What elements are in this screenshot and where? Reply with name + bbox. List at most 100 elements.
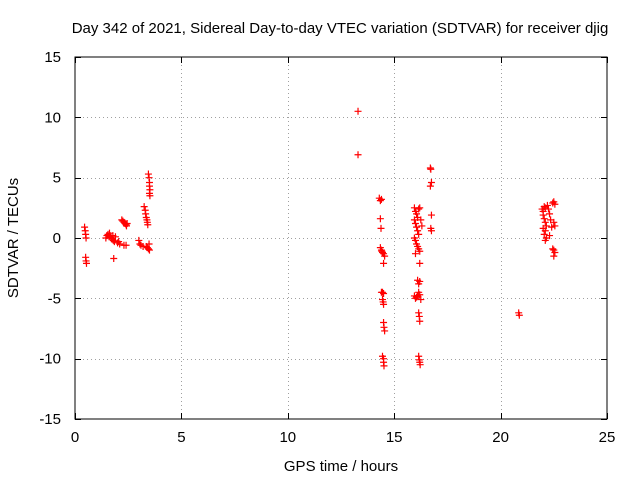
data-point — [427, 178, 435, 186]
data-point — [417, 216, 425, 224]
data-point — [413, 223, 421, 231]
data-point — [550, 252, 558, 260]
data-point — [427, 227, 435, 235]
y-tick-label: 0 — [53, 230, 61, 247]
x-tick-label: 0 — [71, 429, 79, 446]
x-tick-label: 5 — [177, 429, 185, 446]
data-point — [144, 221, 152, 229]
data-points — [81, 107, 559, 370]
chart-title: Day 342 of 2021, Sidereal Day-to-day VTE… — [72, 20, 609, 37]
data-point — [416, 259, 424, 267]
data-point — [411, 236, 419, 244]
data-point — [82, 259, 90, 267]
data-point — [135, 236, 143, 244]
data-point — [109, 236, 117, 244]
data-point — [426, 182, 434, 190]
gridlines — [75, 57, 607, 419]
data-point — [413, 210, 421, 218]
data-point — [548, 223, 556, 231]
data-point — [427, 165, 435, 173]
data-point — [416, 361, 424, 369]
data-point — [551, 222, 559, 230]
data-point — [354, 151, 362, 159]
data-point — [415, 205, 423, 213]
data-point — [515, 311, 523, 319]
x-tick-label: 15 — [386, 429, 403, 446]
x-tick-label: 20 — [492, 429, 509, 446]
y-tick-label: 5 — [53, 170, 61, 187]
data-point — [123, 220, 131, 228]
data-point — [418, 222, 426, 230]
data-point — [376, 197, 384, 205]
data-point — [416, 204, 424, 212]
data-point — [549, 245, 557, 253]
data-point — [380, 323, 388, 331]
data-point — [116, 240, 124, 248]
data-point — [544, 205, 552, 213]
data-point — [540, 215, 548, 223]
data-point — [539, 211, 547, 219]
data-point — [145, 240, 153, 248]
data-point — [381, 252, 389, 260]
data-point — [144, 170, 152, 178]
y-tick-label: -5 — [48, 290, 61, 307]
data-point — [541, 218, 549, 226]
data-point — [540, 203, 548, 211]
data-point — [110, 255, 118, 263]
data-point — [416, 317, 424, 325]
data-point — [540, 230, 548, 238]
data-point — [377, 195, 385, 203]
data-point — [140, 203, 148, 211]
data-point — [380, 362, 388, 370]
data-point — [415, 309, 423, 317]
data-point — [376, 215, 384, 223]
data-point — [145, 246, 153, 254]
data-point — [543, 201, 551, 209]
data-point — [380, 300, 388, 308]
data-point — [410, 216, 418, 224]
x-axis-label: GPS time / hours — [284, 458, 398, 475]
data-point — [377, 224, 385, 232]
y-tick-label: -10 — [39, 351, 61, 368]
data-point — [414, 227, 422, 235]
data-point — [541, 227, 549, 235]
data-point — [541, 236, 549, 244]
data-point — [417, 296, 425, 304]
data-point — [546, 232, 554, 240]
data-point — [378, 288, 386, 296]
data-point — [550, 218, 558, 226]
data-point — [411, 250, 419, 258]
data-point — [416, 291, 424, 299]
data-point — [146, 192, 154, 200]
data-point — [415, 230, 423, 238]
plot-frame — [74, 56, 608, 420]
data-point — [551, 200, 559, 208]
data-point — [416, 247, 424, 255]
data-point — [380, 259, 388, 267]
data-point — [354, 107, 362, 115]
data-point — [416, 277, 424, 285]
data-point — [144, 245, 152, 253]
data-point — [411, 220, 419, 228]
tick-labels: 0 5 10 15 20 25 -15 -10 -5 0 5 10 15 — [39, 49, 615, 446]
x-tick-label: 10 — [279, 429, 296, 446]
data-point — [82, 234, 90, 242]
data-point — [142, 210, 150, 218]
y-tick-label: 15 — [44, 49, 61, 66]
data-point — [111, 233, 119, 241]
data-point — [551, 248, 559, 256]
y-tick-label: 10 — [44, 109, 61, 126]
data-point — [380, 290, 388, 298]
data-point — [415, 352, 423, 360]
data-point — [546, 210, 554, 218]
data-point — [381, 327, 389, 335]
y-tick-label: -15 — [39, 411, 61, 428]
data-point — [378, 248, 386, 256]
data-point — [122, 241, 130, 249]
y-axis-label: SDTVAR / TECUs — [5, 178, 22, 298]
data-point — [81, 223, 89, 231]
x-tick-label: 25 — [599, 429, 616, 446]
data-point — [427, 211, 435, 219]
